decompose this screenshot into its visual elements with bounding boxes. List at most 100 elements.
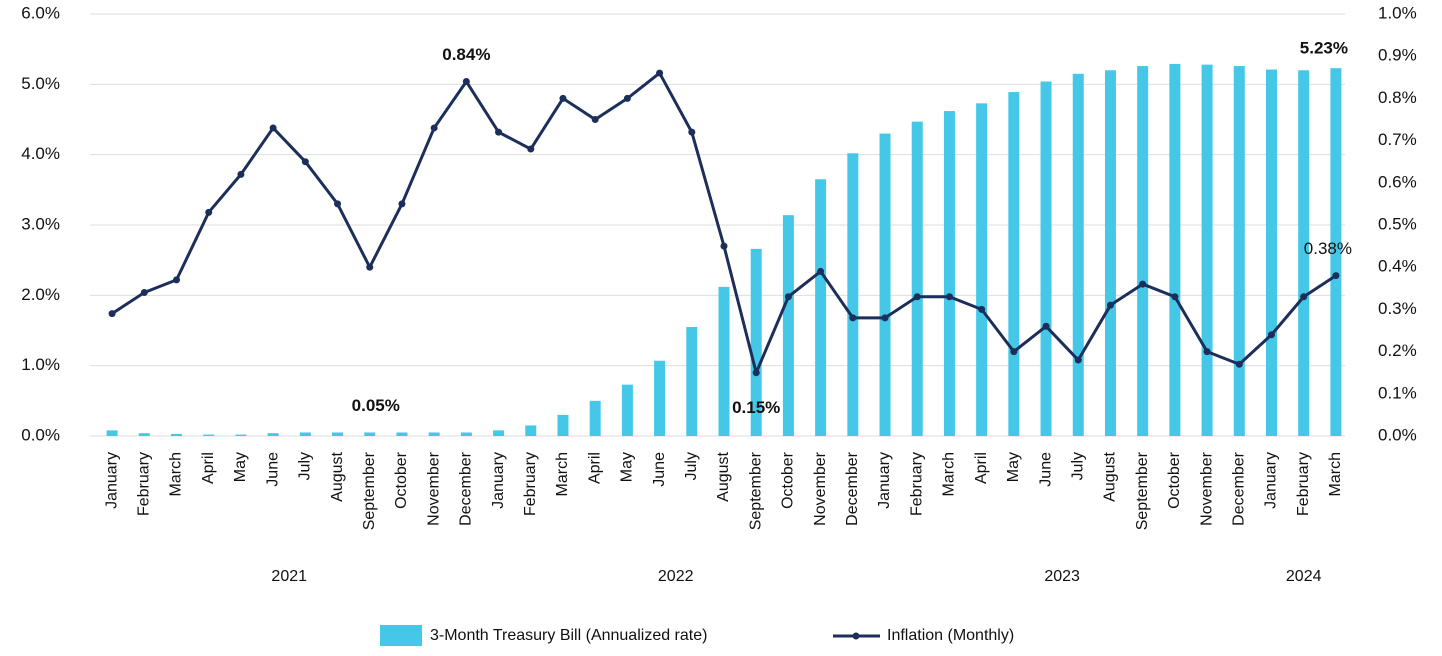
x-tick-label: November [425,451,442,525]
x-group-label: 2023 [1044,568,1080,585]
x-tick-label: June [264,452,281,487]
x-tick-label: June [651,452,668,487]
y-tick-label: 2.0% [21,285,60,304]
x-tick-label: October [393,451,410,509]
line-point [1203,348,1211,356]
x-tick-label: April [586,452,603,484]
line-point [462,78,470,86]
y2-tick-label: 0.8% [1378,88,1417,107]
line-point [1300,293,1308,301]
line-point [1074,356,1082,364]
line-point [752,369,760,377]
data-label: 0.15% [732,398,780,417]
x-group-label: 2021 [271,568,307,585]
bar [1169,63,1181,436]
line-point [527,145,535,153]
line-point [108,310,116,318]
x-tick-label: November [1198,451,1215,525]
x-tick-label: August [715,451,732,501]
bar [621,384,633,436]
line-point [688,128,696,136]
bar [879,133,891,437]
bar [782,215,794,436]
bar [911,121,923,437]
line-point [366,263,374,271]
bar [364,432,376,436]
y2-tick-label: 0.5% [1378,214,1417,233]
data-label: 5.23% [1300,39,1348,58]
bar [235,434,247,436]
line-point [817,267,825,275]
x-tick-label: January [490,452,507,509]
bar [654,360,666,436]
data-label: 0.05% [352,396,400,415]
line-point [784,293,792,301]
line-point [140,289,148,297]
bar [428,432,440,436]
y2-tick-label: 0.9% [1378,46,1417,65]
line-point [881,314,889,322]
bar [1265,69,1277,437]
bar [943,111,955,436]
x-tick-label: October [780,451,797,509]
x-tick-label: April [200,452,217,484]
bar [686,326,698,436]
y-tick-label: 0.0% [21,425,60,444]
bar [1330,68,1342,436]
line-point [1139,280,1147,288]
y2-tick-label: 0.7% [1378,130,1417,149]
bar [1040,81,1052,437]
x-tick-label: July [683,452,700,480]
x-tick-label: August [329,451,346,501]
bar [1298,70,1310,437]
bar [203,434,215,436]
x-tick-label: January [1263,452,1280,509]
x-tick-label: August [1102,451,1119,501]
legend-label: Inflation (Monthly) [887,627,1014,644]
x-tick-label: May [619,452,636,482]
line-point [237,170,245,178]
bar [1201,64,1213,436]
y2-tick-label: 0.2% [1378,341,1417,360]
y2-tick-label: 0.1% [1378,383,1417,402]
line-point [1171,293,1179,301]
x-tick-label: December [458,451,475,525]
x-tick-label: September [361,451,378,530]
y-tick-label: 3.0% [21,214,60,233]
y-tick-label: 4.0% [21,144,60,163]
x-tick-label: November [812,451,829,525]
x-tick-label: February [136,452,153,516]
x-tick-label: January [103,452,120,509]
x-tick-label: September [1134,451,1151,530]
x-group-label: 2024 [1286,568,1322,585]
line-point [623,94,631,102]
bar [1008,92,1020,436]
bar [299,432,311,436]
line-point [430,124,438,132]
line-point [269,124,277,132]
x-tick-label: January [876,452,893,509]
bar [1137,66,1149,437]
line-point [334,200,342,208]
line-point [591,116,599,123]
bar [1104,70,1116,437]
bar [718,286,730,436]
bar [750,248,762,436]
x-tick-label: July [297,452,314,480]
bar [493,430,505,436]
y2-tick-label: 1.0% [1378,3,1417,22]
bar [589,400,601,436]
x-tick-label: May [232,452,249,482]
line-point [656,69,664,77]
bar [396,432,408,436]
bar [1233,66,1245,437]
x-tick-label: June [1037,452,1054,487]
bar [847,153,859,436]
x-tick-label: July [1069,452,1086,480]
line-point [1010,348,1018,356]
bar [557,414,569,436]
bar [460,432,472,436]
y-tick-label: 5.0% [21,74,60,93]
data-label: 0.84% [442,45,490,64]
x-tick-label: April [973,452,990,484]
